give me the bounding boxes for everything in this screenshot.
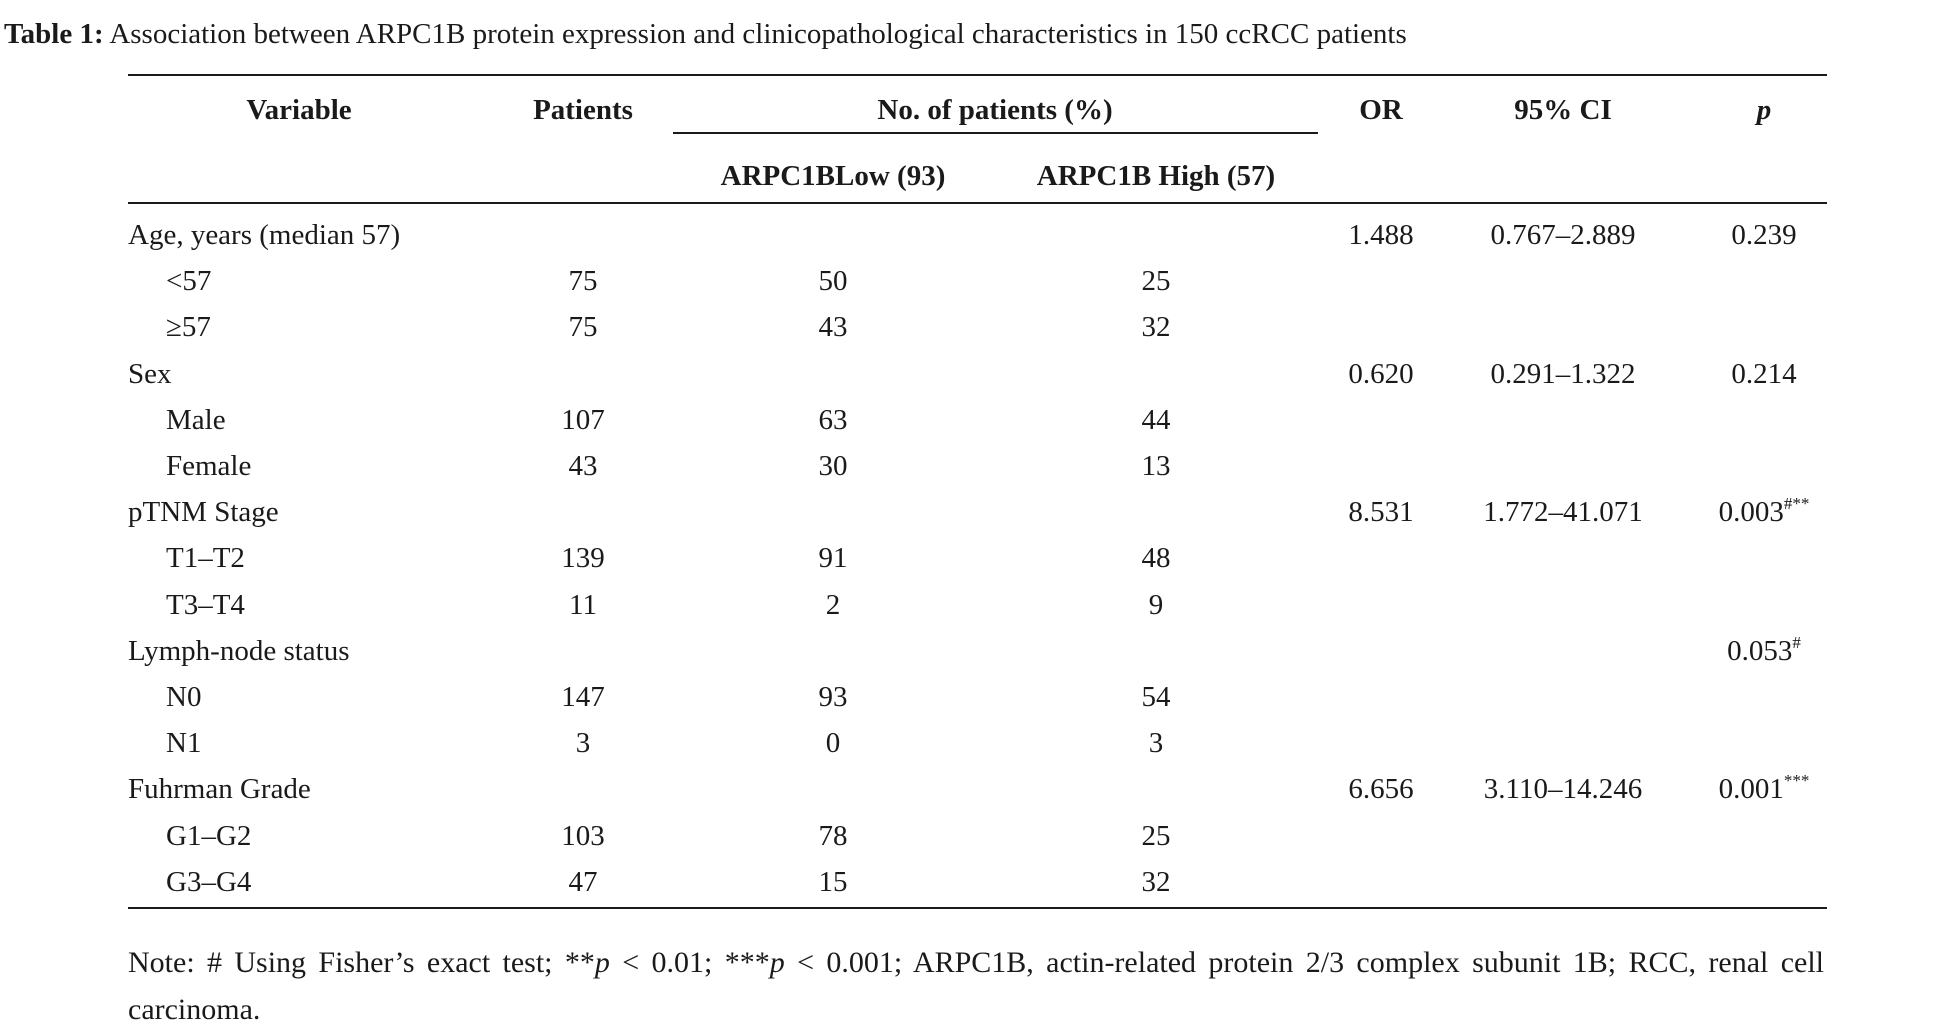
low-cell: 43 (818, 311, 848, 344)
header-cell: Patients (533, 94, 633, 126)
variable-cell: pTNM Stage (128, 496, 279, 529)
bottom-rule (128, 907, 1827, 909)
patients-cell: 43 (568, 450, 598, 482)
variable-cell: N0 (166, 681, 202, 713)
p-value: 0.003 (1718, 496, 1784, 529)
top-rule (128, 74, 1827, 76)
patients-cell: 139 (561, 542, 605, 575)
patients-cell: 75 (568, 265, 598, 298)
p-superscript: # (1792, 632, 1801, 652)
patients-cell: 147 (561, 681, 605, 713)
variable-cell: T3–T4 (166, 588, 245, 621)
group-rule (673, 132, 1318, 134)
low-cell: 30 (818, 450, 848, 482)
or-cell: 1.488 (1348, 219, 1414, 251)
ci-cell: 0.767–2.889 (1490, 219, 1636, 251)
low-cell: 2 (825, 588, 841, 621)
header-rule (128, 202, 1827, 204)
variable-cell: T1–T2 (166, 542, 245, 575)
caption-label: Table 1: (4, 18, 104, 50)
patients-cell: 3 (575, 727, 591, 760)
p-value: 0.001 (1718, 773, 1784, 806)
header-cell: No. of patients (%) (877, 94, 1113, 126)
low-cell: 78 (818, 819, 848, 852)
p-value: 0.214 (1731, 357, 1797, 390)
patients-cell: 75 (568, 311, 598, 344)
caption-text: Association between ARPC1B protein expre… (109, 18, 1407, 50)
patients-cell: 11 (569, 588, 597, 621)
variable-cell: N1 (166, 727, 202, 760)
high-cell: 48 (1141, 542, 1171, 575)
variable-cell: G3–G4 (166, 865, 252, 898)
p-cell: 0.214 (1731, 354, 1796, 394)
high-cell: 25 (1141, 819, 1171, 852)
variable-cell: G1–G2 (166, 819, 252, 852)
or-cell: 8.531 (1348, 496, 1414, 529)
p-superscript: #** (1783, 494, 1810, 514)
high-cell: 32 (1141, 865, 1171, 898)
ci-cell: 3.110–14.246 (1483, 773, 1643, 806)
p-value: 0.239 (1731, 219, 1797, 251)
low-cell: 93 (818, 681, 848, 713)
note-italic: p (594, 946, 610, 979)
ci-cell: 0.291–1.322 (1490, 357, 1636, 390)
patients-cell: 103 (561, 819, 605, 852)
or-cell: 6.656 (1348, 773, 1414, 806)
patients-cell: 47 (568, 865, 598, 898)
p-superscript: *** (1783, 771, 1810, 791)
variable-cell: Male (166, 403, 226, 436)
patients-cell: 107 (561, 403, 605, 436)
high-cell: 9 (1148, 588, 1164, 621)
high-cell: 25 (1141, 265, 1171, 298)
variable-cell: Lymph-node status (128, 634, 350, 667)
header-cell: ARPC1B High (57) (1036, 160, 1276, 192)
variable-cell: Sex (128, 357, 172, 390)
p-cell: 0.053# (1727, 631, 1801, 671)
variable-cell: Fuhrman Grade (128, 773, 311, 806)
p-value: 0.053 (1727, 634, 1793, 667)
high-cell: 54 (1141, 681, 1171, 713)
or-cell: 0.620 (1348, 357, 1414, 390)
low-cell: 0 (825, 727, 841, 760)
low-cell: 15 (818, 865, 848, 898)
header-cell: Variable (246, 94, 352, 126)
variable-cell: ≥57 (166, 311, 211, 344)
ci-cell: 1.772–41.071 (1483, 496, 1643, 529)
header-cell: ARPC1BLow (93) (720, 160, 946, 192)
low-cell: 50 (818, 265, 848, 298)
p-cell: 0.003#** (1719, 492, 1810, 532)
p-cell: 0.001*** (1719, 769, 1810, 809)
note-italic: p (769, 946, 785, 979)
p-cell: 0.239 (1731, 215, 1796, 255)
variable-cell: Age, years (median 57) (128, 219, 401, 251)
variable-cell: Female (166, 450, 252, 482)
high-cell: 13 (1141, 450, 1171, 482)
high-cell: 44 (1141, 403, 1171, 436)
high-cell: 32 (1141, 311, 1171, 344)
caption: Table 1: Association between ARPC1B prot… (4, 14, 1407, 54)
low-cell: 91 (818, 542, 848, 575)
note-text: < 0.001; ARPC1B, actin-related protein 2… (128, 946, 1824, 1026)
note: Note: # Using Fisher’s exact test; **p <… (128, 939, 1824, 1030)
low-cell: 63 (818, 403, 848, 436)
variable-cell: <57 (166, 265, 212, 298)
note-text: Note: # Using Fisher’s exact test; ** (128, 946, 595, 979)
header-cell: OR (1359, 94, 1403, 126)
header-cell: 95% CI (1514, 94, 1612, 126)
note-text: < 0.01; *** (609, 946, 770, 979)
high-cell: 3 (1148, 727, 1164, 760)
header-cell: p (1756, 94, 1772, 126)
